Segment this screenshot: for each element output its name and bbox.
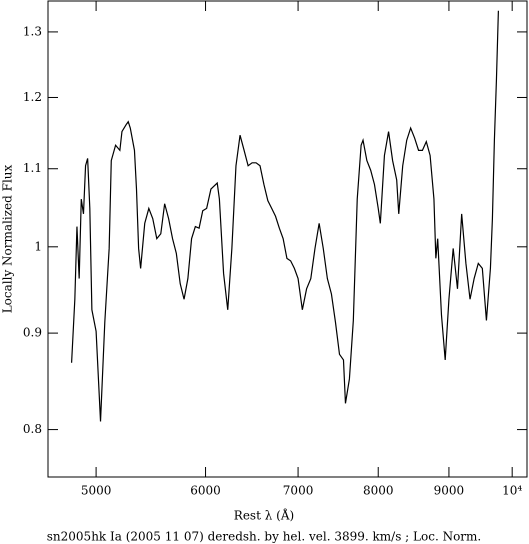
chart-title: sn2005hk Ia (2005 11 07) deredsh. by hel… — [47, 530, 481, 544]
y-tick-label: 1.2 — [23, 90, 42, 104]
y-tick-label: 0.9 — [23, 326, 42, 340]
x-tick-label: 6000 — [190, 484, 221, 498]
x-tick-label: 8000 — [363, 484, 394, 498]
y-axis-label: Locally Normalized Flux — [1, 164, 15, 313]
y-tick-label: 1.1 — [23, 161, 42, 175]
x-tick-label: 7000 — [283, 484, 314, 498]
y-tick-label: 1.3 — [23, 24, 42, 38]
y-tick-label: 0.8 — [23, 422, 42, 436]
y-tick-label: 1 — [34, 239, 42, 253]
spectrum-line — [70, 10, 499, 422]
x-tick-label: 10⁴ — [502, 484, 522, 498]
plot-frame — [47, 0, 528, 478]
x-axis-label: Rest λ (Å) — [234, 508, 294, 523]
x-tick-label: 5000 — [81, 484, 112, 498]
x-tick-label: 9000 — [434, 484, 465, 498]
